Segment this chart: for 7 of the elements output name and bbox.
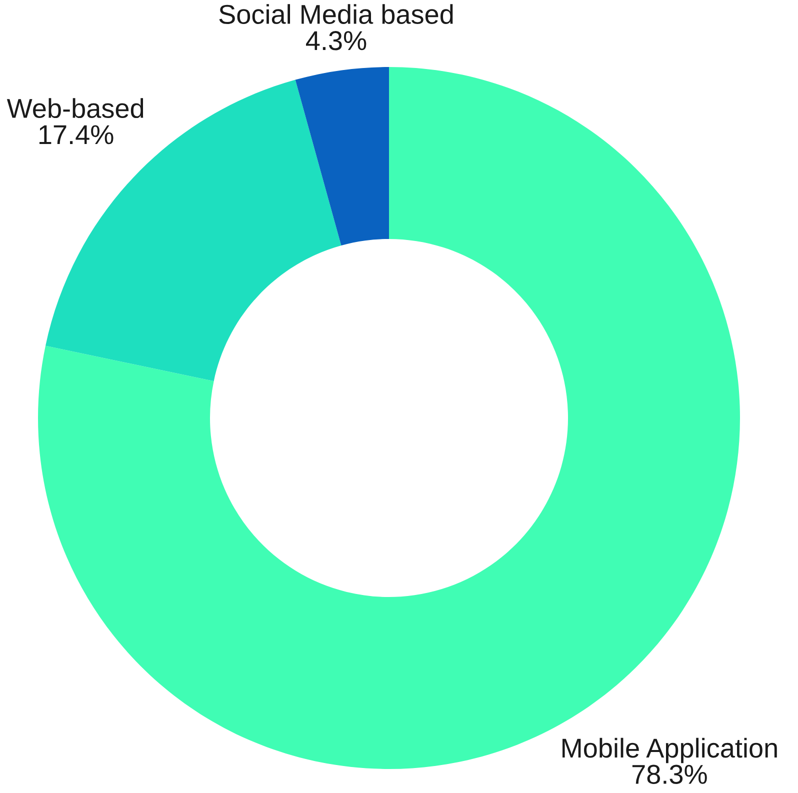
data-label: 17.4% <box>39 125 114 144</box>
slice-label: Social Media based <box>219 4 453 24</box>
donut-slice <box>295 67 389 246</box>
data-label: 4.3% <box>306 31 366 50</box>
slice-label: Mobile Application <box>562 738 777 764</box>
data-label: 78.3% <box>632 764 707 784</box>
slice-label: Web-based <box>6 98 144 118</box>
